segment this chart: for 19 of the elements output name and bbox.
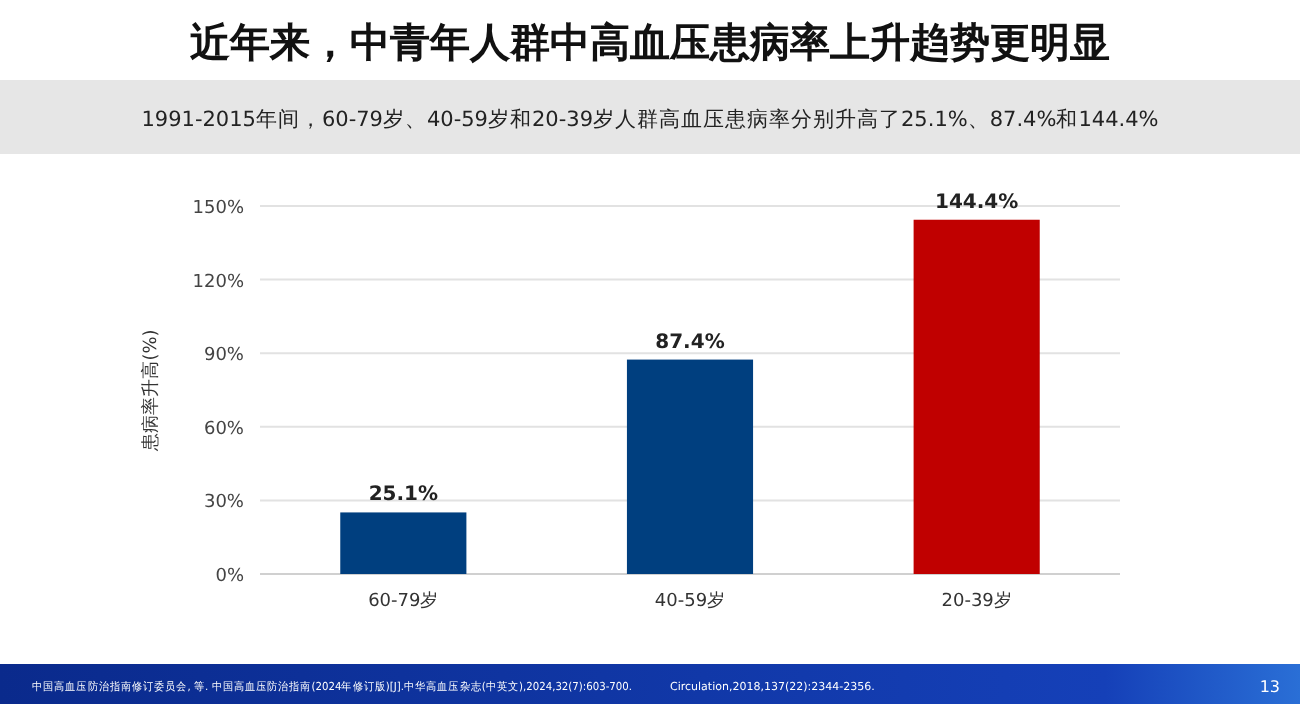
bar [626,359,754,574]
x-tick-label: 20-39岁 [941,590,1012,612]
text: 13 [1259,678,1280,696]
data-label: 144.4% [935,191,1019,214]
data-label: 25.1% [368,484,439,507]
y-tick-label: 150% [192,199,245,219]
y-tick-label: 60% [203,419,245,440]
y-tick-label: 30% [203,493,245,514]
data-label: 87.4% [655,331,725,354]
y-tick-label: 0% [215,567,245,587]
bar [913,219,1040,574]
y-tick-label: 90% [203,346,245,367]
x-tick-label: 60-79岁 [368,590,439,612]
chart-title: 近年来，中青年人群中高血压患病率上升趋势更明显 [188,18,1110,66]
x-tick-label: 40-59岁 [654,590,726,612]
y-axis-title: 患病率升高(%) [140,329,162,453]
y-tick-label: 120% [192,272,245,293]
chart-subtitle: 1991-2015年间，60-79岁、40-59岁和20-39岁人群高血压患病率分别升高了25.1%、87.4%和144.4% [141,106,1159,132]
bar [340,512,467,574]
